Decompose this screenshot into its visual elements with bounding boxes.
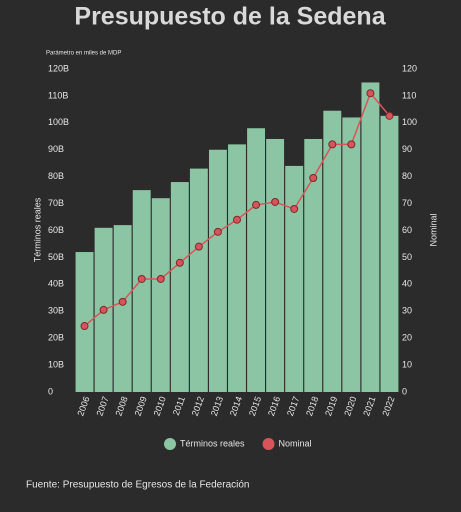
y-tick-label: 30B: [48, 306, 64, 316]
x-tick-label: 2021: [361, 395, 377, 417]
line-point: [328, 140, 337, 149]
y2-tick-label: 0: [402, 386, 407, 396]
bar: [380, 115, 399, 393]
bar: [247, 128, 266, 392]
x-tick-label: 2014: [228, 395, 244, 417]
line-point: [347, 140, 356, 149]
bar: [113, 225, 132, 392]
line-point: [252, 200, 261, 209]
x-tick-label: 2016: [266, 395, 282, 417]
y-tick-label: 60B: [48, 225, 64, 235]
x-tick-label: 2018: [304, 395, 320, 417]
x-tick-label: 2020: [342, 395, 358, 417]
y2-tick-label: 60: [402, 225, 412, 235]
legend-marker: [164, 438, 176, 450]
y2-tick-label: 80: [402, 171, 412, 181]
x-tick-label: 2019: [323, 395, 339, 417]
y-tick-label: 40B: [48, 279, 64, 289]
bar: [208, 149, 227, 392]
bar: [151, 198, 170, 392]
x-tick-label: 2015: [247, 395, 263, 417]
y2-tick-label: 110: [402, 90, 416, 100]
bar: [132, 190, 151, 392]
line-point: [137, 274, 146, 283]
bar: [266, 138, 285, 392]
line-point: [366, 89, 375, 98]
line-point: [156, 274, 165, 283]
y-axis-title: Términos reales: [32, 197, 42, 262]
bar: [170, 182, 189, 392]
line-point: [309, 174, 318, 183]
line-point: [175, 258, 184, 267]
line-point: [99, 305, 108, 314]
x-tick-label: 2012: [190, 395, 206, 417]
y-tick-label: 20B: [48, 333, 64, 343]
line-point: [233, 215, 241, 224]
source: Fuente: Presupuesto de Egresos de la Fed…: [26, 480, 249, 491]
y2-tick-label: 10: [402, 359, 412, 369]
y-tick-label: 120B: [48, 63, 69, 73]
y-tick-label: 100B: [48, 117, 69, 127]
y2-tick-label: 70: [402, 198, 412, 208]
y-tick-label: 10B: [48, 359, 64, 369]
x-tick-label: 2013: [209, 395, 225, 417]
y-tick-label: 70B: [48, 198, 64, 208]
bar: [285, 165, 304, 392]
bar: [323, 110, 342, 393]
bar: [342, 117, 361, 392]
chart-subtitle: Parámetro en miles de MDP: [46, 51, 121, 57]
line-point: [385, 111, 394, 120]
y2-tick-label: 120: [402, 63, 417, 73]
line-point: [80, 322, 89, 331]
y2-tick-label: 100: [402, 117, 417, 127]
y2-tick-label: 20: [402, 333, 412, 343]
y2-axis-title: Nominal: [428, 213, 438, 246]
x-tick-label: 2022: [380, 395, 396, 417]
line-point: [271, 197, 280, 206]
y2-tick-label: 30: [402, 306, 412, 316]
x-tick-label: 2007: [94, 395, 110, 417]
legend-marker: [262, 438, 275, 450]
chart-title: Presupuesto de la Sedena: [74, 3, 386, 31]
y-tick-label: 50B: [48, 252, 64, 262]
y-tick-label: 0: [48, 386, 53, 396]
bar: [361, 82, 380, 392]
y2-tick-label: 40: [402, 279, 412, 289]
legend-label: Términos reales: [180, 438, 245, 448]
line-point: [118, 297, 127, 306]
y2-tick-label: 50: [402, 252, 412, 262]
x-tick-label: 2010: [152, 395, 168, 417]
x-tick-label: 2017: [285, 395, 301, 417]
bar: [189, 168, 208, 392]
bar: [228, 144, 246, 392]
legend-label: Nominal: [279, 438, 312, 448]
bar: [304, 138, 323, 392]
y2-tick-label: 90: [402, 144, 412, 154]
y-tick-label: 80B: [48, 171, 64, 181]
y-tick-label: 90B: [48, 144, 64, 154]
x-tick-label: 2011: [171, 395, 187, 417]
x-tick-label: 2009: [133, 395, 149, 417]
y-tick-label: 110B: [48, 90, 68, 100]
x-tick-label: 2008: [114, 395, 130, 417]
bar: [75, 252, 94, 392]
x-tick-label: 2006: [75, 395, 91, 417]
line-point: [213, 227, 222, 236]
line-point: [194, 242, 203, 251]
line-point: [290, 204, 299, 213]
